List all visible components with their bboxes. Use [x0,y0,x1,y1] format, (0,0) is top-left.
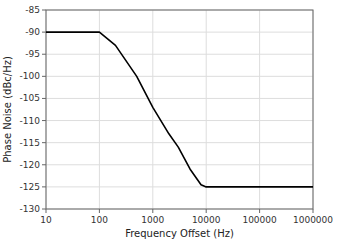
x-tick-label: 100 [91,215,108,225]
chart: 10 100 1000 10000 100000 1000000 -130 -125 -120 -… [0,0,337,243]
x-tick [313,209,314,213]
y-grid-line [46,54,313,55]
y-tick-label: -85 [25,5,40,15]
y-tick [42,98,46,99]
line [46,32,313,187]
y-tick-label: -110 [20,116,41,126]
y-grid-line [46,164,313,165]
x-tick [99,209,100,213]
y-tick [42,32,46,33]
plot-data [46,32,313,187]
y-tick [42,164,46,165]
y-tick [42,120,46,121]
plot-frame [46,10,313,209]
y-tick-label: -90 [25,27,40,37]
x-tick-label: 10 [40,215,52,225]
x-grid-line [206,10,207,209]
y-tick-label: -125 [20,182,40,192]
x-tick-label: 1000000 [293,215,333,225]
y-tick-label: -95 [25,49,40,59]
y-tick-label: -105 [20,93,40,103]
axes: 10 100 1000 10000 100000 1000000 -130 -125 -120 -… [20,5,334,225]
x-tick [206,209,207,213]
y-tick [42,76,46,77]
y-tick [42,54,46,55]
y-tick [42,209,46,210]
y-tick-label: -115 [20,138,40,148]
x-grid-line [152,10,153,209]
x-tick [259,209,260,213]
x-axis-label: Frequency Offset (Hz) [125,228,234,239]
y-tick [42,186,46,187]
y-grid-line [46,98,313,99]
y-tick-label: -100 [20,71,41,81]
x-grid-line [99,10,100,209]
y-grid-line [46,120,313,121]
x-tick-label: 1000 [141,215,164,225]
x-tick [46,209,47,213]
grid [46,10,313,209]
y-tick-label: -120 [20,160,41,170]
y-tick [42,142,46,143]
x-tick [152,209,153,213]
y-tick [42,10,46,11]
x-grid-line [259,10,260,209]
y-axis-label: Phase Noise (dBc/Hz) [2,56,13,163]
y-grid-line [46,76,313,77]
y-tick-label: -130 [20,204,41,214]
x-tick-label: 10000 [192,215,221,225]
y-grid-line [46,142,313,143]
x-tick-label: 100000 [242,215,277,225]
